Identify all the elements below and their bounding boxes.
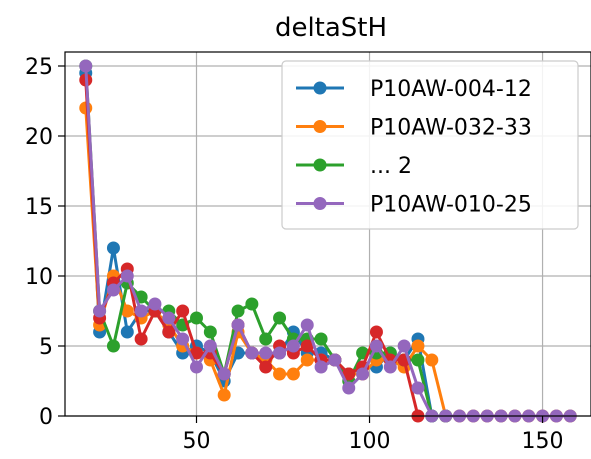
data-point <box>106 339 120 353</box>
legend-label: P10AW-010-25 <box>370 193 532 218</box>
y-tick-label: 10 <box>25 265 53 290</box>
legend-marker <box>313 197 327 210</box>
data-point <box>300 318 314 332</box>
data-point <box>203 325 217 339</box>
data-point <box>369 325 383 339</box>
legend-item: P10AW-010-25 <box>296 193 532 218</box>
data-point <box>245 297 259 311</box>
y-tick-label: 0 <box>39 405 53 430</box>
legend-marker <box>313 158 327 172</box>
data-point <box>134 304 148 318</box>
legend: P10AW-004-12 P10AW-032-33 ... 2 P10AW-010-2… <box>281 60 579 230</box>
data-point <box>93 304 107 318</box>
data-point <box>273 311 287 325</box>
data-point <box>259 332 273 346</box>
data-point <box>79 59 93 73</box>
data-point <box>106 241 120 255</box>
legend-label: P10AW-004-12 <box>370 77 532 102</box>
data-point <box>231 318 245 332</box>
data-point <box>217 388 231 402</box>
legend-marker <box>313 120 327 133</box>
data-point <box>148 297 162 311</box>
y-tick-label: 5 <box>39 335 53 360</box>
data-point <box>411 339 425 353</box>
data-point <box>106 283 120 297</box>
y-tick-label: 15 <box>25 195 53 220</box>
data-point <box>176 304 190 318</box>
data-point <box>369 339 383 353</box>
series-layer <box>79 59 577 423</box>
data-point <box>231 304 245 318</box>
legend-label: P10AW-032-33 <box>370 116 532 141</box>
legend-item: P10AW-032-33 <box>296 116 532 141</box>
data-point <box>356 367 370 381</box>
x-tick-label: 50 <box>183 429 211 454</box>
data-point <box>217 367 231 381</box>
data-point <box>120 304 134 318</box>
data-point <box>120 325 134 339</box>
data-point <box>300 353 314 367</box>
data-point <box>245 346 259 360</box>
data-point <box>134 332 148 346</box>
data-point <box>259 346 273 360</box>
data-point <box>425 353 439 367</box>
legend-marker <box>313 81 327 95</box>
data-point <box>411 381 425 395</box>
data-point <box>383 360 397 374</box>
y-tick-label: 20 <box>25 125 53 150</box>
x-tick-label: 150 <box>522 429 564 454</box>
legend-item: P10AW-004-12 <box>296 77 532 102</box>
data-point <box>300 339 314 353</box>
axis-ticks: 50 100 150 0 5 10 15 20 25 <box>25 55 564 454</box>
data-point <box>314 360 328 374</box>
chart-title: deltaStH <box>275 13 387 43</box>
data-point <box>273 367 287 381</box>
data-point <box>120 269 134 283</box>
data-point <box>190 311 203 325</box>
data-point <box>314 332 328 346</box>
data-point <box>286 339 300 353</box>
plot-frame <box>64 51 591 417</box>
data-point <box>342 367 356 381</box>
x-tick-label: 100 <box>349 429 391 454</box>
data-point <box>273 346 287 360</box>
data-point <box>190 346 203 360</box>
data-point <box>397 339 411 353</box>
data-point <box>342 381 356 395</box>
data-point <box>162 311 176 325</box>
data-point <box>176 332 190 346</box>
y-tick-label: 25 <box>25 55 53 80</box>
data-point <box>190 360 203 374</box>
data-point <box>203 339 217 353</box>
data-point <box>411 353 425 367</box>
legend-box <box>281 60 579 230</box>
data-point <box>286 367 300 381</box>
legend-item: ... 2 <box>296 154 412 179</box>
data-point <box>259 360 273 374</box>
data-point <box>162 325 176 339</box>
legend-label: ... 2 <box>370 154 412 179</box>
data-point <box>328 353 342 367</box>
